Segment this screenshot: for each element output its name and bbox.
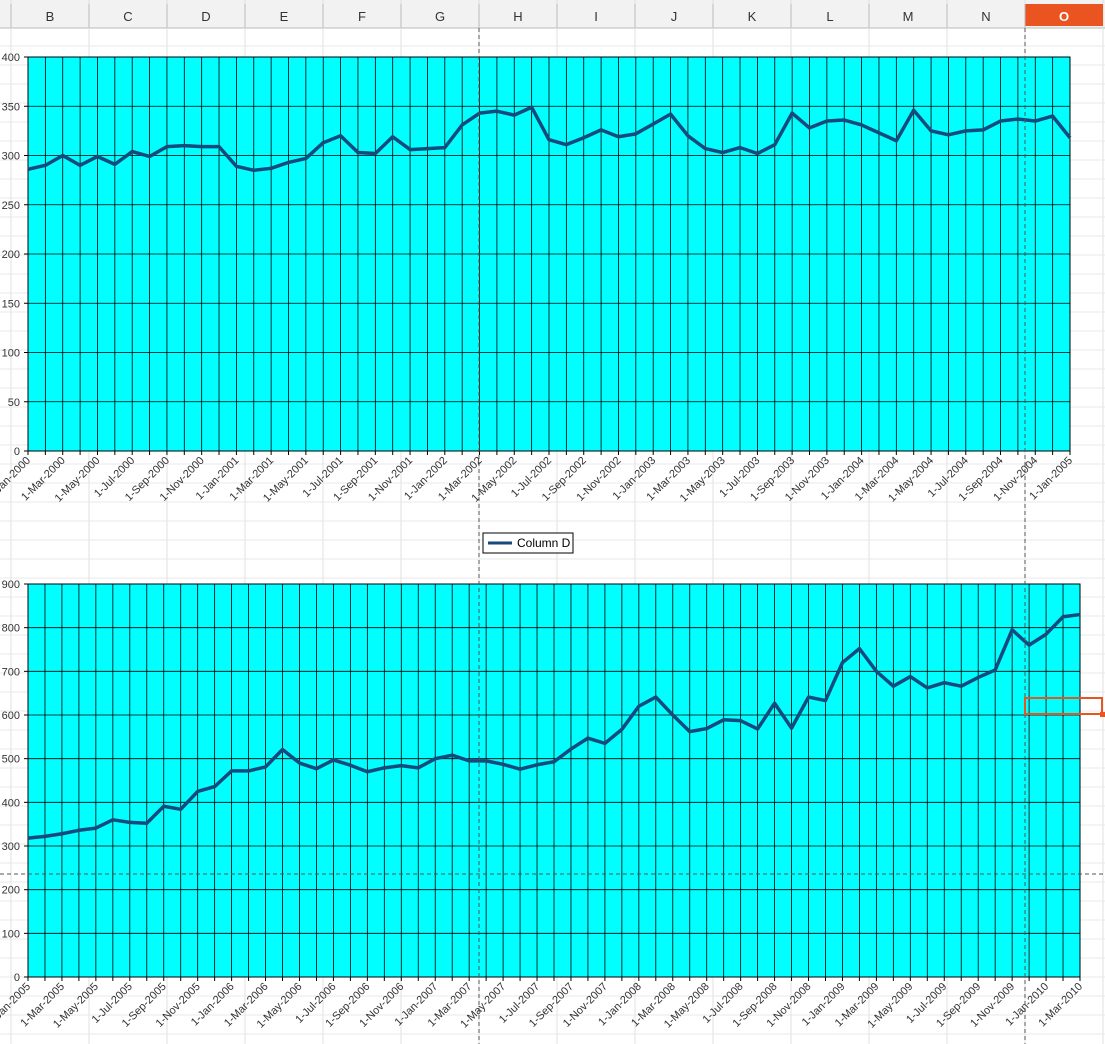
y-tick-label: 200 [2,249,20,261]
y-tick-label: 900 [2,579,20,591]
y-tick-label: 800 [2,623,20,635]
y-tick-label: 350 [2,101,20,113]
column-header[interactable]: O [1059,9,1069,24]
y-tick-label: 500 [2,754,20,766]
legend-box [482,532,574,554]
y-tick-label: 700 [2,666,20,678]
column-header[interactable]: L [826,9,833,24]
column-header[interactable]: H [513,9,522,24]
cell-cursor[interactable] [1024,697,1103,715]
data-line [27,612,1081,840]
column-header[interactable]: B [46,9,55,24]
column-header[interactable]: D [201,9,210,24]
y-tick-label: 50 [8,397,20,409]
legend: Column D [482,532,574,554]
column-header[interactable]: C [123,9,132,24]
column-header[interactable]: E [280,9,289,24]
y-tick-label: 100 [2,928,20,940]
y-tick-label: 300 [2,841,20,853]
y-tick-label: 100 [2,348,20,360]
y-tick-label: 200 [2,885,20,897]
column-headers: B C D E F G H I J K L M N O [10,4,1103,28]
y-tick-label: 600 [2,710,20,722]
y-tick-label: 0 [14,972,20,984]
y-tick-label: 300 [2,151,20,163]
y-tick-label: 400 [2,797,20,809]
y-tick-label: 400 [2,52,20,64]
active-column-header [1025,4,1103,26]
fill-handle[interactable] [1100,712,1105,717]
column-header[interactable]: K [748,9,757,24]
y-tick-label: 150 [2,298,20,310]
column-header[interactable]: J [671,9,678,24]
column-header-bar [0,0,1105,28]
y-tick-label: 250 [2,200,20,212]
column-header[interactable]: F [358,9,366,24]
column-header[interactable]: I [594,9,598,24]
data-line [27,105,1072,173]
column-header[interactable]: M [903,9,914,24]
column-header[interactable]: G [435,9,445,24]
legend-label: Column D [517,536,571,550]
y-tick-label: 0 [14,446,20,458]
column-header[interactable]: N [981,9,990,24]
